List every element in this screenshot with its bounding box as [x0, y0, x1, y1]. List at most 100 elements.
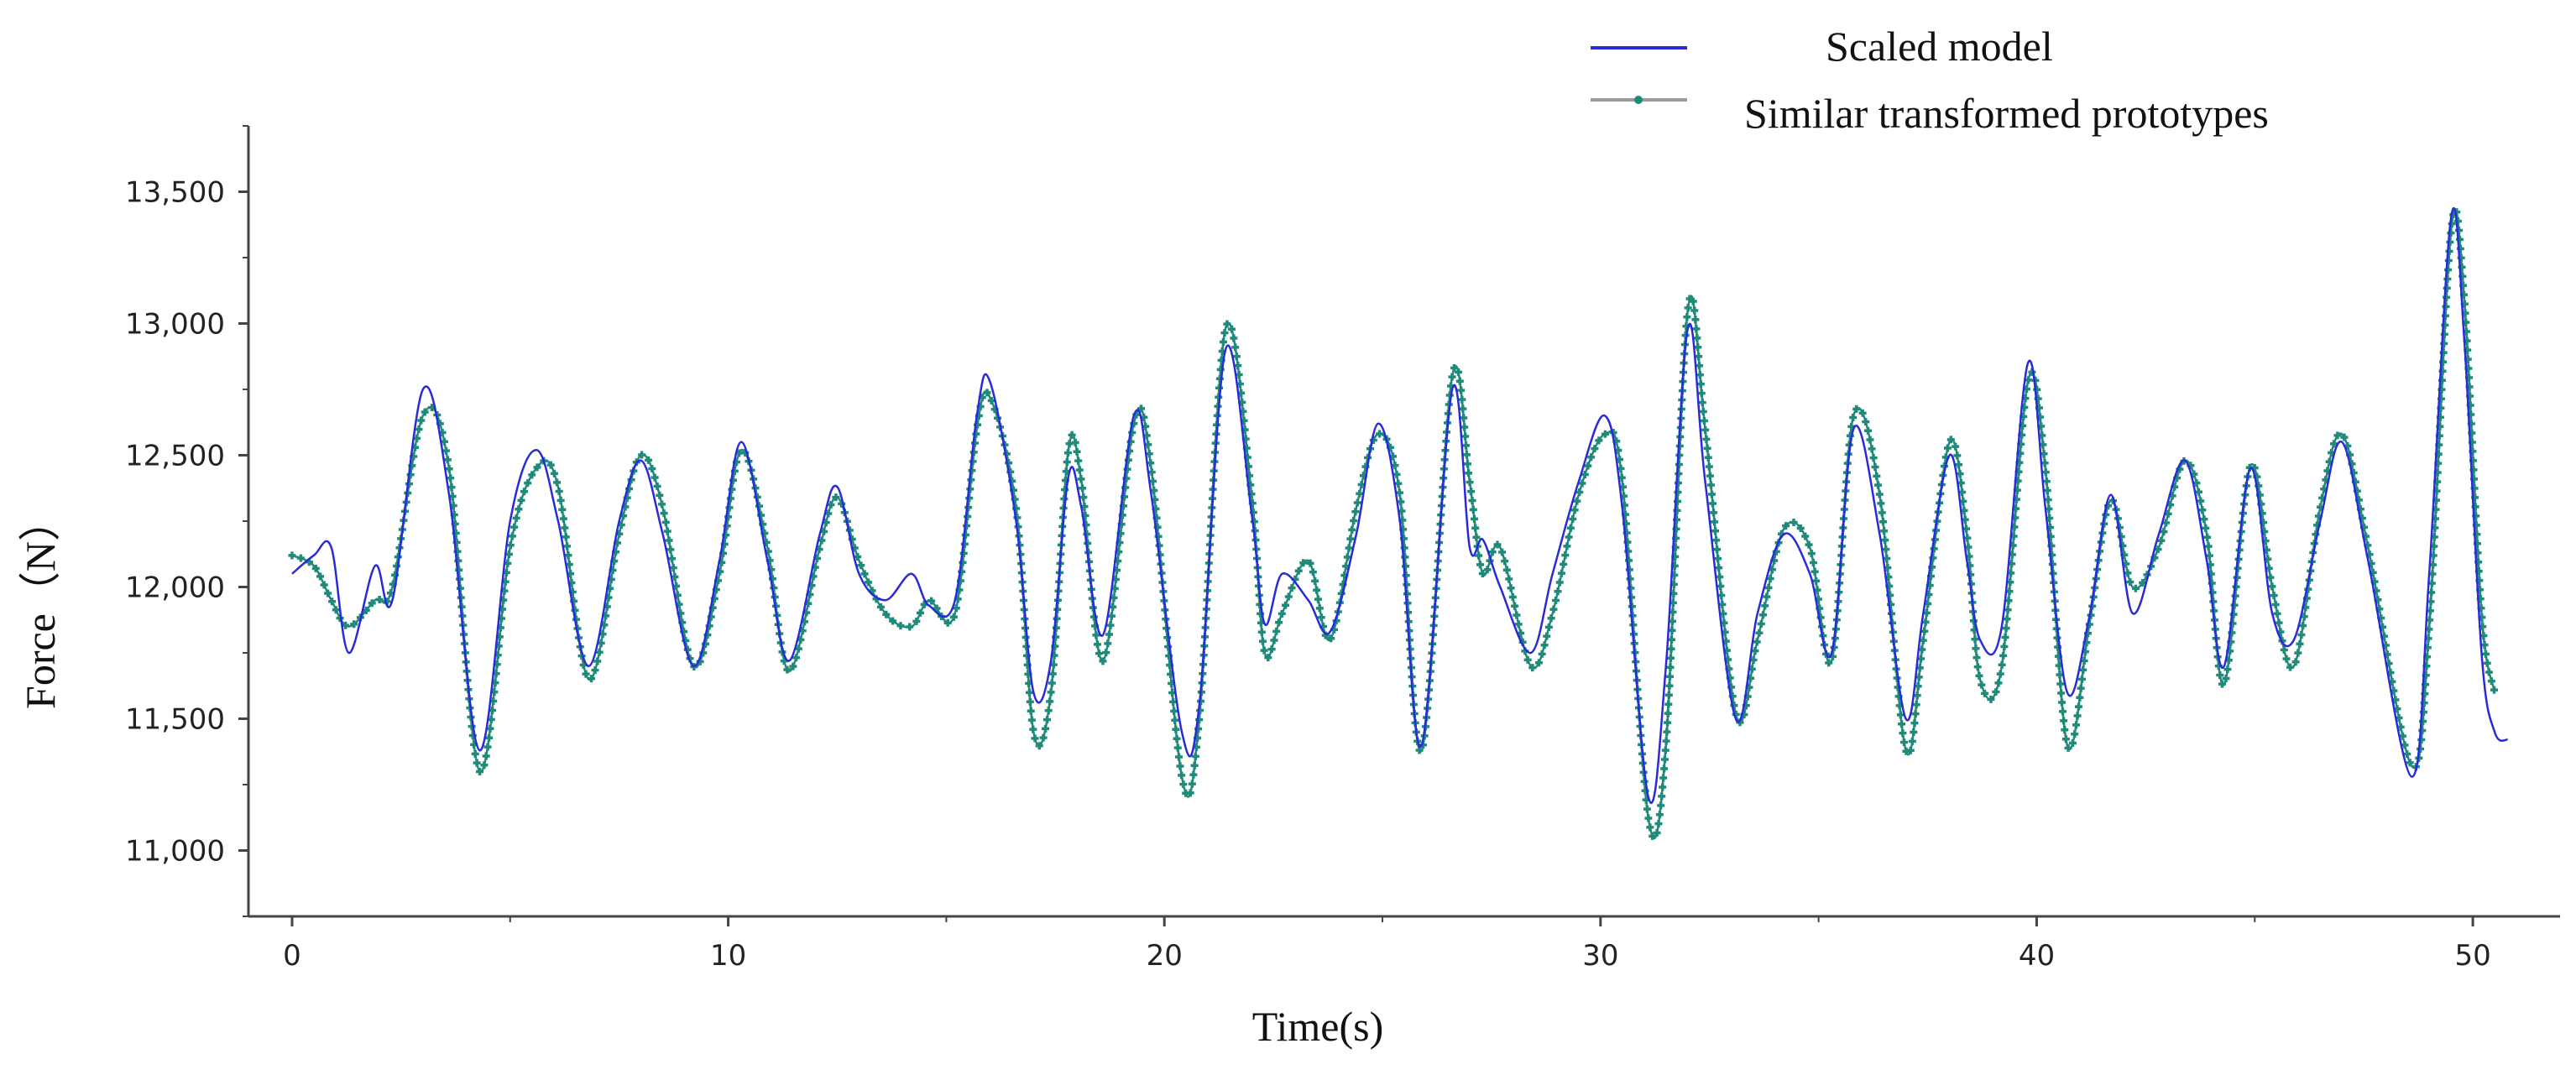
series-marker: [1654, 820, 1663, 828]
series-marker: [559, 514, 567, 523]
series-marker: [1170, 707, 1178, 715]
series-marker: [1675, 460, 1683, 468]
series-marker: [1587, 453, 1596, 462]
series-marker: [1508, 593, 1517, 602]
series-marker: [471, 749, 479, 758]
series-marker: [1695, 352, 1703, 361]
series-marker: [1699, 408, 1707, 416]
series-marker: [864, 578, 872, 587]
series-marker: [2057, 689, 2066, 697]
series-marker: [512, 514, 520, 522]
series-marker: [442, 446, 450, 455]
series-marker: [1063, 458, 1071, 467]
series-marker: [1601, 430, 1609, 438]
series-marker: [515, 505, 523, 514]
series-marker: [1751, 647, 1759, 655]
series-marker: [368, 599, 376, 608]
series-marker: [1458, 395, 1466, 404]
series-marker: [1868, 445, 1876, 453]
series-marker: [658, 500, 666, 509]
series-marker: [1782, 522, 1790, 530]
series-marker: [1869, 454, 1878, 462]
series-marker: [1675, 469, 1683, 477]
series-marker: [1696, 380, 1705, 389]
series-marker: [1561, 551, 1570, 560]
series-marker: [967, 476, 975, 484]
series-marker: [508, 532, 516, 540]
series-marker: [2044, 496, 2052, 504]
series-marker: [1343, 553, 1351, 561]
series-marker: [2068, 739, 2077, 748]
series-marker: [2296, 639, 2304, 648]
series-marker: [1105, 630, 1114, 639]
series-marker: [2446, 238, 2454, 247]
series-marker: [876, 603, 885, 611]
series-marker: [1402, 571, 1410, 580]
x-tick-label: 40: [2019, 939, 2055, 973]
series-marker: [1716, 582, 1725, 591]
series-marker: [1163, 634, 1172, 642]
series-marker: [1147, 468, 1156, 477]
series-marker: [1311, 577, 1319, 585]
series-marker: [1353, 498, 1361, 507]
series-marker: [1190, 761, 1199, 770]
series-marker: [1852, 404, 1861, 413]
series-marker: [651, 473, 659, 482]
series-marker: [1877, 499, 1885, 508]
series-marker: [669, 564, 677, 572]
series-marker: [1026, 697, 1034, 706]
series-marker: [591, 666, 599, 675]
series-marker: [2043, 487, 2051, 495]
series-marker: [1345, 544, 1353, 552]
series-marker: [2482, 650, 2490, 658]
series-marker: [2198, 506, 2207, 514]
series-marker: [1694, 343, 1702, 352]
series-marker: [1668, 626, 1676, 634]
series-marker: [1107, 612, 1116, 620]
series-marker: [1575, 488, 1584, 497]
series-marker: [1996, 670, 2004, 678]
series-marker: [1272, 627, 1281, 635]
legend: Scaled model Similar transformed prototy…: [1591, 23, 2269, 137]
series-marker: [1178, 771, 1186, 780]
series-marker: [2406, 759, 2414, 767]
series-marker: [1664, 709, 1672, 717]
series-marker: [288, 551, 296, 560]
series-marker: [896, 622, 905, 630]
series-marker: [1043, 716, 1052, 724]
series-marker: [2077, 684, 2085, 692]
series-marker: [1708, 490, 1716, 498]
series-marker: [792, 654, 800, 662]
series-marker: [1219, 338, 1227, 347]
series-marker: [832, 493, 840, 502]
series-marker: [1659, 783, 1667, 791]
series-marker: [2001, 634, 2009, 642]
series-marker: [2061, 735, 2070, 743]
series-marker: [1223, 320, 1231, 328]
series-marker: [1459, 404, 1467, 413]
y-tick-label: 11,000: [125, 835, 225, 869]
series-marker: [1912, 701, 1920, 709]
series-marker: [927, 597, 936, 605]
series-marker: [668, 555, 677, 563]
series-marker: [350, 620, 358, 629]
series-marker: [1257, 628, 1266, 636]
series-marker: [1706, 481, 1715, 489]
series-marker: [1711, 527, 1720, 535]
series-marker: [1921, 618, 1930, 626]
series-marker: [1044, 707, 1053, 715]
series-marker: [1220, 329, 1229, 337]
series-marker: [332, 606, 340, 614]
y-tick-label: 13,000: [125, 308, 225, 342]
series-marker: [1493, 540, 1502, 549]
series-marker: [1073, 447, 1081, 456]
series-marker: [665, 536, 673, 545]
series-marker: [1796, 524, 1805, 533]
series-marker: [1716, 573, 1724, 582]
series-marker: [1972, 644, 1980, 653]
series-marker: [1179, 780, 1188, 789]
series-marker: [1764, 583, 1773, 592]
series-marker: [1880, 527, 1889, 535]
series-marker: [1315, 604, 1324, 613]
series-marker: [1463, 460, 1471, 468]
